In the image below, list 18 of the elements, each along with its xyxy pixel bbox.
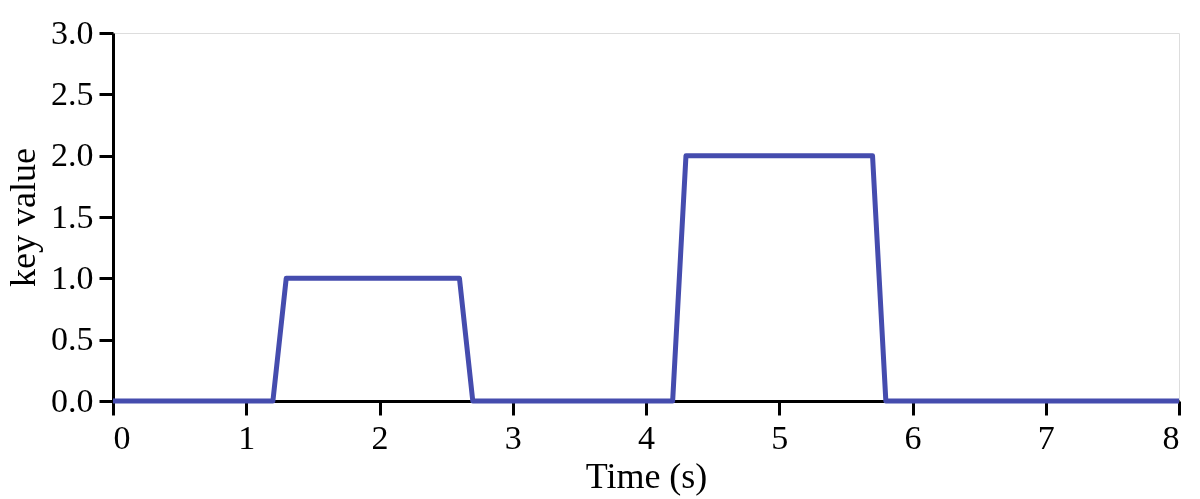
x-axis-title: Time (s)	[585, 455, 708, 496]
x-tick-label: 7	[1037, 418, 1055, 456]
y-tick-label: 0.5	[51, 320, 94, 358]
x-tick-label: 3	[504, 418, 522, 456]
x-tick-label: 6	[904, 418, 922, 456]
x-tick-label: 1	[238, 418, 256, 456]
x-tick-label: 2	[371, 418, 389, 456]
y-tick-label: 2.0	[51, 136, 94, 174]
y-tick-label: 0.0	[51, 381, 94, 419]
x-tick-label: 4	[638, 418, 655, 456]
y-axis-title: key value	[3, 148, 43, 287]
y-tick-label: 2.5	[51, 74, 94, 112]
y-tick-label: 3.0	[51, 13, 94, 51]
x-tick-label: 8	[1162, 418, 1180, 456]
x-tick-label: 0	[113, 418, 131, 456]
x-tick-label: 5	[771, 418, 789, 456]
y-tick-label: 1.0	[51, 258, 94, 296]
y-tick-label: 1.5	[51, 197, 94, 235]
